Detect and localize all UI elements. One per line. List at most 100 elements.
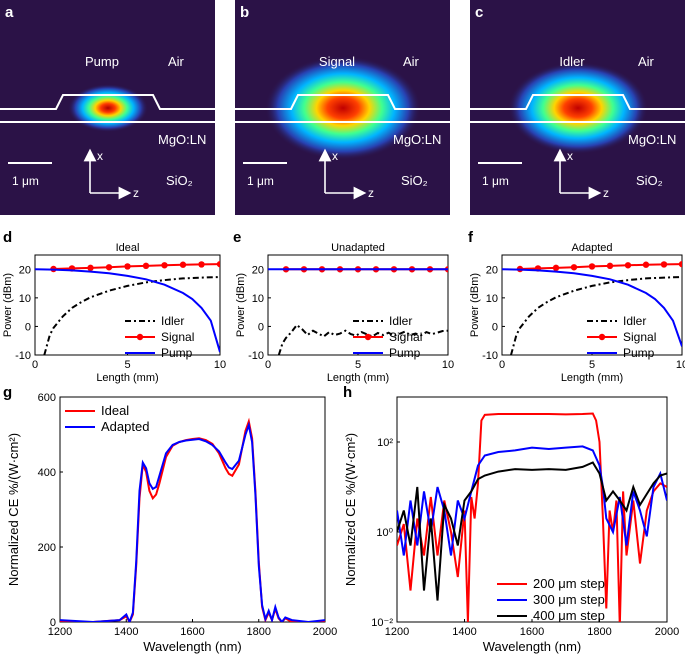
series-signal [53, 263, 220, 270]
core-label: MgO:LN [628, 132, 676, 147]
mode-field-signal [265, 56, 421, 160]
series-200-m-step [397, 412, 667, 622]
signal-marker [142, 262, 150, 270]
y-axis-label: Normalized CE %/(W·cm²) [343, 433, 358, 586]
panel-letter: a [5, 4, 14, 21]
legend-marker [136, 333, 144, 341]
signal-marker [161, 262, 168, 269]
mode-panel-a: a Pump Air MgO:LN SiO₂ 1 μm x z [0, 0, 215, 215]
legend-label: Pump [389, 346, 421, 360]
y-tick-label: 20 [19, 264, 31, 276]
series-signal [519, 263, 682, 270]
x-tick-label: 1800 [247, 626, 271, 638]
core-label: MgO:LN [393, 132, 441, 147]
x-axis-label: Wavelength (nm) [143, 639, 242, 654]
y-axis-label: Power (dBm) [235, 273, 247, 337]
x-tick-label: 1600 [180, 626, 204, 638]
signal-marker [678, 260, 682, 268]
legend: Idler Signal Pump [353, 314, 422, 360]
series-ideal [60, 417, 325, 622]
z-axis-label: z [603, 186, 609, 200]
x-axis-label: x [332, 149, 338, 163]
y-tick-label: -10 [248, 350, 264, 362]
signal-marker [588, 263, 596, 270]
series-300-m-step [397, 445, 667, 556]
x-tick-label: 5 [124, 359, 130, 371]
signal-marker [179, 261, 187, 268]
legend-marker [364, 333, 372, 341]
signal-marker [660, 261, 668, 268]
legend-marker [598, 333, 606, 341]
legend-label: Signal [623, 330, 656, 344]
signal-marker [105, 264, 113, 271]
x-tick-label: 2000 [655, 626, 679, 638]
y-axis-label: Normalized CE %/(W·cm²) [6, 433, 21, 586]
signal-marker [606, 262, 614, 270]
y-tick-label: 0 [25, 321, 31, 333]
y-tick-label: 20 [252, 264, 264, 276]
panel-letter: e [233, 229, 241, 246]
substrate-label: SiO₂ [636, 173, 663, 188]
mode-label: Pump [85, 54, 119, 69]
x-tick-label: 0 [32, 359, 38, 371]
series-pump [35, 268, 220, 353]
series-idler [277, 323, 448, 355]
ridge-outline [235, 94, 450, 110]
legend-label: Ideal [101, 403, 129, 418]
y-tick-label: 600 [38, 392, 56, 404]
z-axis-label: z [133, 186, 139, 200]
series-400-m-step [397, 461, 667, 601]
x-tick-label: 1600 [520, 626, 544, 638]
air-label: Air [638, 54, 655, 69]
y-axis-label: Power (dBm) [469, 273, 481, 337]
axes-frame [59, 396, 326, 623]
mode-panel-b: b Signal Air MgO:LN SiO₂ 1 μm x z [235, 0, 450, 215]
panel-letter: f [468, 229, 474, 246]
signal-marker [552, 264, 560, 272]
scale-label: 1 μm [247, 174, 274, 188]
x-tick-label: 10 [676, 359, 685, 371]
chart-title: Unadapted [331, 242, 385, 254]
scale-label: 1 μm [482, 174, 509, 188]
legend-label: Pump [623, 346, 655, 360]
signal-marker [624, 262, 632, 269]
x-tick-label: 0 [265, 359, 271, 371]
ridge-outline [470, 94, 685, 110]
legend-label: Idler [161, 314, 184, 328]
signal-marker [124, 263, 131, 270]
z-axis-label: z [368, 186, 374, 200]
y-tick-label: 10 [252, 293, 264, 305]
substrate-label: SiO₂ [166, 173, 193, 188]
legend-label: Signal [389, 330, 422, 344]
chart-h: h 1200 1400 1600 1800 2000 10⁻² 10⁰ 10² Wavelengt… [343, 384, 679, 654]
signal-marker [87, 264, 94, 272]
y-tick-label: -10 [482, 350, 498, 362]
x-axis-label: x [567, 149, 573, 163]
x-tick-label: 10 [442, 359, 454, 371]
x-axis-label: Length (mm) [96, 372, 158, 384]
x-tick-label: 1400 [114, 626, 138, 638]
y-tick-label: 0 [50, 617, 56, 629]
y-tick-label: 200 [38, 542, 56, 554]
y-tick-label: 0 [492, 321, 498, 333]
x-axis-label: x [97, 149, 103, 163]
mode-panel-c: c Idler Air MgO:LN SiO₂ 1 μm x z [470, 0, 685, 215]
series-pump [502, 268, 682, 347]
x-tick-label: 10 [214, 359, 226, 371]
legend-label: 400 μm step [533, 608, 605, 623]
legend: Idler Signal Pump [587, 314, 656, 360]
y-tick-label: 400 [38, 467, 56, 479]
legend-label: 200 μm step [533, 576, 605, 591]
x-axis-label: Length (mm) [327, 372, 389, 384]
chart-g: g 1200 1400 1600 1800 2000 0 200 400 600 Wavelengt… [3, 384, 337, 654]
mode-field-pump [68, 84, 148, 132]
legend-label: Pump [161, 346, 193, 360]
series-adapted [60, 421, 325, 622]
signal-marker [570, 264, 578, 271]
